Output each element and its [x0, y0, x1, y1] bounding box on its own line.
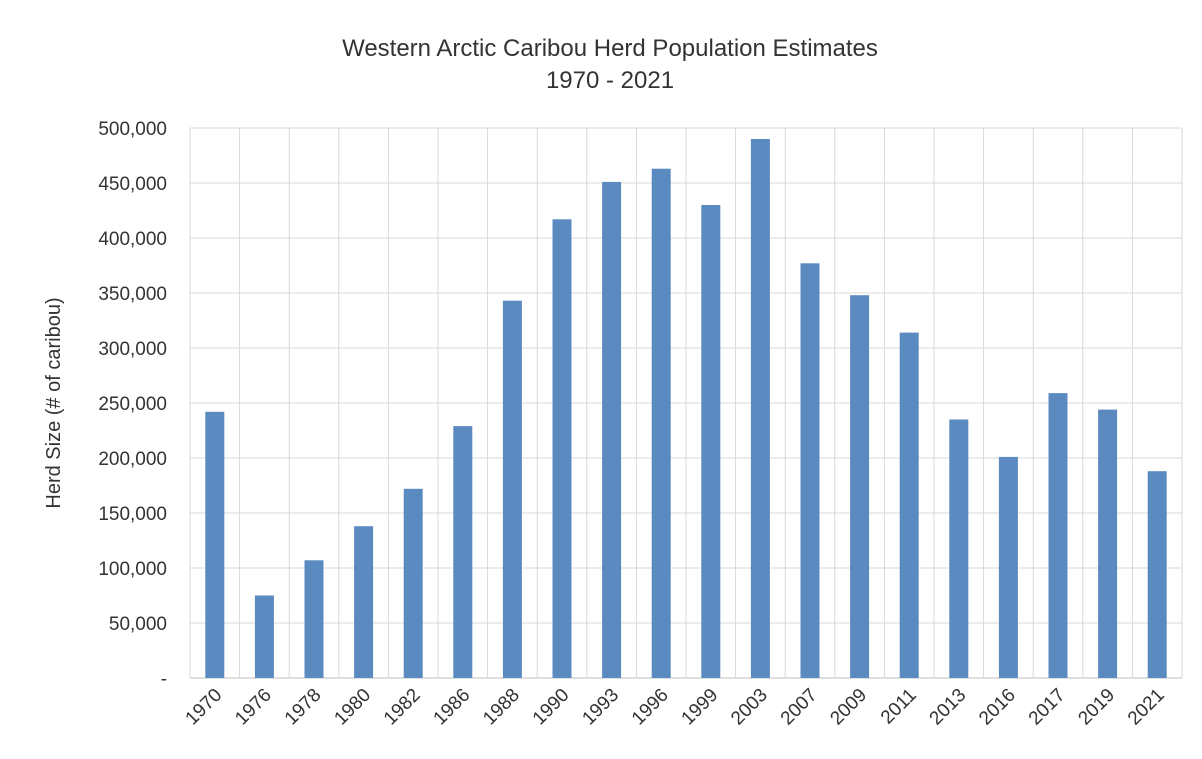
- grid-layer: [189, 127, 1183, 679]
- x-tick-label: 1986: [430, 685, 475, 730]
- y-tick-label: 450,000: [98, 174, 167, 195]
- y-tick-label: 50,000: [109, 614, 167, 635]
- x-tick-label: 1990: [529, 685, 574, 730]
- chart-title: Western Arctic Caribou Herd Population E…: [342, 35, 878, 62]
- x-tick-label: 1970: [182, 685, 227, 730]
- x-tick-labels: 1970 1976 1978 1980 1982 1986 1988 1990 1993 1996…: [182, 685, 1169, 730]
- x-tick-label: 1993: [578, 685, 623, 730]
- x-tick-label: 1980: [330, 685, 375, 730]
- y-tick-label: 400,000: [98, 229, 167, 250]
- bar-1986: [453, 426, 473, 678]
- x-tick-label: 2003: [727, 685, 772, 730]
- y-tick-label: 150,000: [98, 504, 167, 525]
- bar-1970: [205, 411, 225, 678]
- x-tick-label: 1999: [678, 685, 723, 730]
- bar-1988: [502, 300, 522, 678]
- x-tick-label: 2016: [975, 685, 1020, 730]
- bar-2007: [800, 263, 820, 678]
- x-tick-label: 1982: [380, 685, 425, 730]
- y-tick-labels: - 50,000 100,000 150,000 200,000 250,000 300,0…: [98, 119, 167, 690]
- x-tick-label: 1996: [628, 685, 673, 730]
- y-tick-label: 250,000: [98, 394, 167, 415]
- x-tick-label: 2017: [1025, 685, 1070, 730]
- bar-2016: [998, 456, 1018, 678]
- x-tick-label: 2007: [777, 685, 822, 730]
- x-tick-label: 2019: [1074, 685, 1119, 730]
- y-axis-title: Herd Size (# of caribou): [43, 297, 65, 508]
- x-tick-label: 2013: [926, 685, 971, 730]
- x-tick-label: 1978: [281, 685, 326, 730]
- y-tick-label: 100,000: [98, 559, 167, 580]
- bar-2017: [1048, 393, 1068, 678]
- bar-1978: [304, 560, 324, 678]
- bar-2011: [899, 332, 919, 678]
- bar-1999: [701, 205, 721, 678]
- bar-2013: [949, 419, 969, 678]
- bar-2009: [850, 295, 870, 678]
- y-tick-label: 500,000: [98, 119, 167, 140]
- y-tick-label: 300,000: [98, 339, 167, 360]
- x-tick-label: 2009: [826, 685, 871, 730]
- bar-1996: [651, 168, 671, 678]
- bar-2019: [1098, 409, 1118, 678]
- x-tick-label: 2021: [1124, 685, 1169, 730]
- y-tick-label: 350,000: [98, 284, 167, 305]
- bar-1993: [602, 181, 622, 678]
- chart-subtitle: 1970 - 2021: [546, 67, 674, 94]
- bar-2003: [750, 139, 770, 678]
- bar-1980: [354, 526, 374, 678]
- bar-2021: [1147, 471, 1167, 678]
- bars-layer: [205, 139, 1167, 679]
- bar-1990: [552, 219, 572, 679]
- bar-1976: [254, 595, 274, 678]
- y-tick-label: -: [161, 669, 167, 690]
- y-tick-label: 200,000: [98, 449, 167, 470]
- x-tick-label: 1976: [231, 685, 276, 730]
- x-tick-label: 1988: [479, 685, 524, 730]
- bar-1982: [403, 488, 423, 678]
- x-tick-label: 2011: [877, 685, 921, 729]
